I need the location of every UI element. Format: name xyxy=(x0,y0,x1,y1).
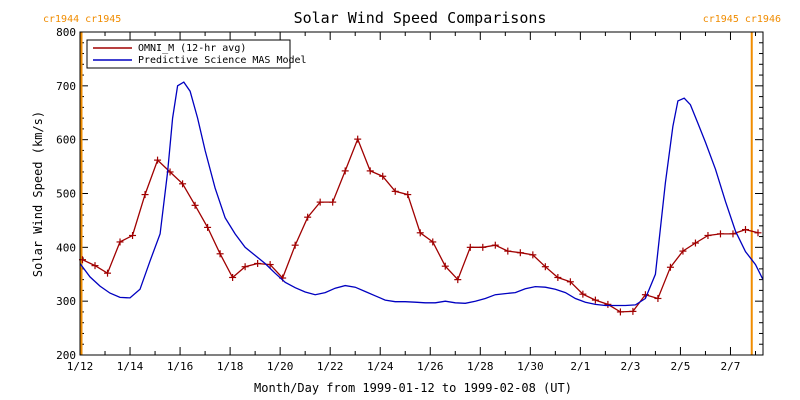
y-tick-label: 800 xyxy=(56,26,76,39)
data-point xyxy=(129,231,137,239)
x-axis-label: Month/Day from 1999-01-12 to 1999-02-08 … xyxy=(254,381,572,395)
data-point xyxy=(704,231,712,239)
data-point xyxy=(441,262,449,270)
data-point xyxy=(479,243,487,251)
x-tick-label: 2/7 xyxy=(721,360,741,373)
data-point xyxy=(429,238,437,246)
x-tick-label: 1/12 xyxy=(67,360,94,373)
y-tick-label: 600 xyxy=(56,134,76,147)
series-line-omni xyxy=(82,137,759,313)
data-point xyxy=(454,276,462,284)
data-point xyxy=(604,300,612,308)
data-point xyxy=(716,230,724,238)
y-axis-label: Solar Wind Speed (km/s) xyxy=(31,111,45,277)
x-tick-label: 2/3 xyxy=(620,360,640,373)
data-point xyxy=(254,259,262,267)
x-tick-label: 1/24 xyxy=(367,360,394,373)
data-point xyxy=(204,223,212,231)
data-point xyxy=(491,241,499,249)
x-tick-label: 1/28 xyxy=(467,360,494,373)
data-point xyxy=(741,226,749,234)
data-point xyxy=(229,273,237,281)
data-point xyxy=(316,198,324,206)
data-point xyxy=(341,167,349,175)
data-point xyxy=(91,262,99,270)
data-point xyxy=(104,269,112,277)
cr-marker-label-left: cr1944 cr1945 xyxy=(43,14,121,25)
data-point xyxy=(241,263,249,271)
x-tick-label: 1/16 xyxy=(167,360,194,373)
data-point xyxy=(591,296,599,304)
data-point xyxy=(416,229,424,237)
data-point xyxy=(466,243,474,251)
data-point xyxy=(216,250,224,258)
x-tick-label: 1/26 xyxy=(417,360,444,373)
data-point xyxy=(154,156,162,164)
data-point xyxy=(329,198,337,206)
legend: OMNI_M (12-hr avg) Predictive Science MA… xyxy=(86,39,307,69)
data-point xyxy=(179,180,187,188)
legend-label-omni: OMNI_M (12-hr avg) xyxy=(138,43,246,54)
data-point xyxy=(654,294,662,302)
y-tick-label: 400 xyxy=(56,241,76,254)
data-point xyxy=(504,247,512,255)
data-point xyxy=(354,135,362,143)
y-tick-label: 700 xyxy=(56,80,76,93)
data-point xyxy=(266,261,274,269)
data-point xyxy=(554,273,562,281)
data-point xyxy=(529,251,537,259)
data-point xyxy=(191,201,199,209)
series-line-mas xyxy=(79,81,764,307)
legend-label-mas: Predictive Science MAS Model xyxy=(138,55,307,66)
data-point xyxy=(379,172,387,180)
data-point xyxy=(366,167,374,175)
data-point xyxy=(629,307,637,315)
chart-title: Solar Wind Speed Comparisons xyxy=(294,9,547,27)
data-point xyxy=(516,249,524,257)
data-point xyxy=(729,230,737,238)
data-point xyxy=(691,239,699,247)
data-point xyxy=(404,191,412,199)
data-point xyxy=(579,290,587,298)
data-point xyxy=(141,191,149,199)
x-tick-label: 1/22 xyxy=(317,360,344,373)
cr-marker-label-right: cr1945 cr1946 xyxy=(703,14,781,25)
data-point xyxy=(391,187,399,195)
data-point xyxy=(304,213,312,221)
y-tick-label: 500 xyxy=(56,188,76,201)
x-tick-label: 1/14 xyxy=(117,360,144,373)
plot-frame xyxy=(79,31,764,356)
x-tick-label: 1/30 xyxy=(517,360,544,373)
data-point xyxy=(666,263,674,271)
data-point xyxy=(541,263,549,271)
x-tick-label: 1/20 xyxy=(267,360,294,373)
x-tick-label: 1/18 xyxy=(217,360,244,373)
data-point xyxy=(291,241,299,249)
data-point xyxy=(566,278,574,286)
legend-box xyxy=(86,39,291,69)
y-tick-label: 200 xyxy=(56,349,76,362)
y-tick-label: 300 xyxy=(56,295,76,308)
data-point xyxy=(116,238,124,246)
data-point xyxy=(754,229,762,237)
data-point xyxy=(616,308,624,316)
x-tick-label: 2/5 xyxy=(671,360,691,373)
plot-area xyxy=(79,31,764,356)
data-point xyxy=(679,247,687,255)
x-tick-label: 2/1 xyxy=(570,360,590,373)
